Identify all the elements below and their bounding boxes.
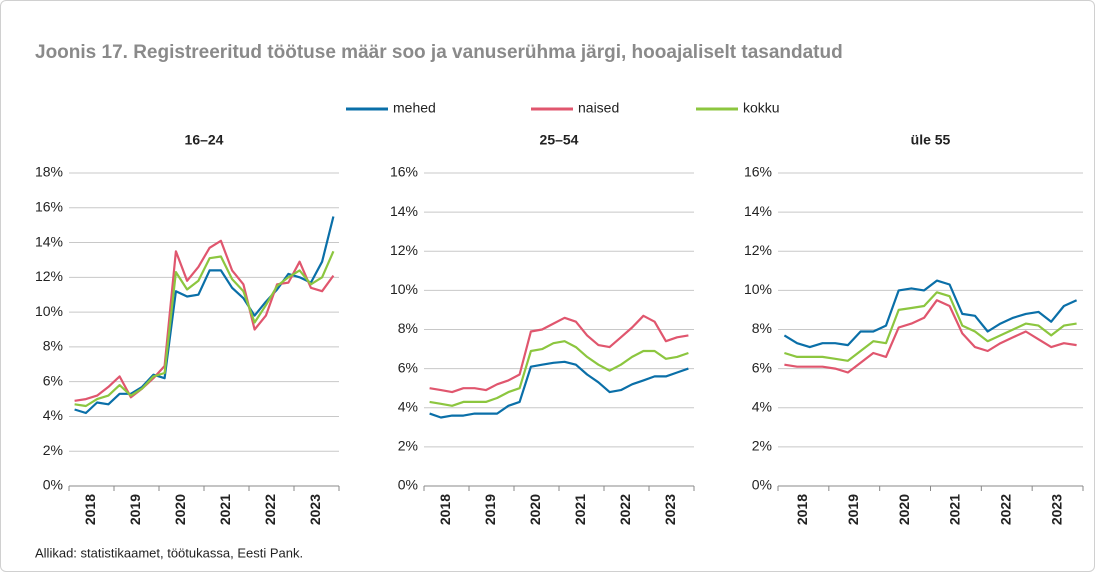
panel-title: üle 55 (911, 132, 951, 148)
x-tick-label: 2019 (127, 494, 143, 525)
x-tick-label: 2020 (896, 494, 912, 525)
y-tick-label: 18% (35, 164, 63, 180)
panel-title: 25–54 (540, 132, 579, 148)
y-tick-label: 2% (43, 442, 63, 458)
y-tick-label: 2% (398, 438, 418, 454)
y-tick-label: 0% (43, 477, 63, 493)
y-tick-label: 10% (390, 281, 418, 297)
y-tick-label: 8% (43, 338, 63, 354)
series-line (429, 340, 689, 407)
series-line (429, 360, 689, 419)
y-tick-label: 8% (398, 320, 418, 336)
source-note: Allikad: statistikaamet, töötukassa, Ees… (35, 545, 303, 560)
panel-title: 16–24 (185, 132, 224, 148)
y-tick-label: 16% (35, 198, 63, 214)
y-tick-label: 0% (398, 477, 418, 493)
y-tick-label: 16% (744, 164, 772, 180)
legend-label: mehed (393, 100, 436, 116)
y-tick-label: 14% (744, 203, 772, 219)
y-tick-label: 0% (752, 477, 772, 493)
y-tick-label: 2% (752, 438, 772, 454)
x-tick-label: 2018 (794, 494, 810, 525)
x-tick-label: 2021 (947, 494, 963, 525)
x-tick-label: 2021 (572, 494, 588, 525)
y-tick-label: 16% (390, 164, 418, 180)
legend-label: naised (578, 100, 619, 116)
y-tick-label: 10% (744, 281, 772, 297)
y-tick-label: 4% (752, 398, 772, 414)
x-tick-label: 2019 (482, 494, 498, 525)
series-line (783, 279, 1078, 349)
series-line (784, 299, 1077, 374)
x-tick-label: 2020 (172, 494, 188, 525)
figure-title: Joonis 17. Registreeritud töötuse määr s… (35, 42, 843, 63)
y-tick-label: 4% (398, 398, 418, 414)
y-tick-label: 14% (35, 233, 63, 249)
x-tick-label: 2022 (617, 494, 633, 525)
x-tick-label: 2021 (217, 494, 233, 525)
y-tick-label: 6% (398, 359, 418, 375)
series-line (784, 291, 1077, 362)
series-line (429, 314, 689, 394)
y-tick-label: 6% (752, 359, 772, 375)
legend-label: kokku (743, 100, 780, 116)
x-tick-label: 2018 (82, 494, 98, 525)
series-line (74, 250, 335, 408)
x-tick-label: 2020 (527, 494, 543, 525)
y-tick-label: 6% (43, 372, 63, 388)
y-tick-label: 12% (390, 242, 418, 258)
y-tick-label: 10% (35, 303, 63, 319)
x-tick-label: 2023 (1048, 494, 1064, 525)
y-tick-label: 8% (752, 320, 772, 336)
x-tick-label: 2022 (262, 494, 278, 525)
x-tick-label: 2018 (437, 494, 453, 525)
x-tick-label: 2023 (662, 494, 678, 525)
x-tick-label: 2023 (307, 494, 323, 525)
series-line (74, 239, 335, 402)
x-tick-label: 2022 (997, 494, 1013, 525)
y-tick-label: 4% (43, 407, 63, 423)
x-tick-label: 2019 (845, 494, 861, 525)
y-tick-label: 12% (744, 242, 772, 258)
y-tick-label: 12% (35, 268, 63, 284)
series-line (74, 216, 335, 415)
y-tick-label: 14% (390, 203, 418, 219)
